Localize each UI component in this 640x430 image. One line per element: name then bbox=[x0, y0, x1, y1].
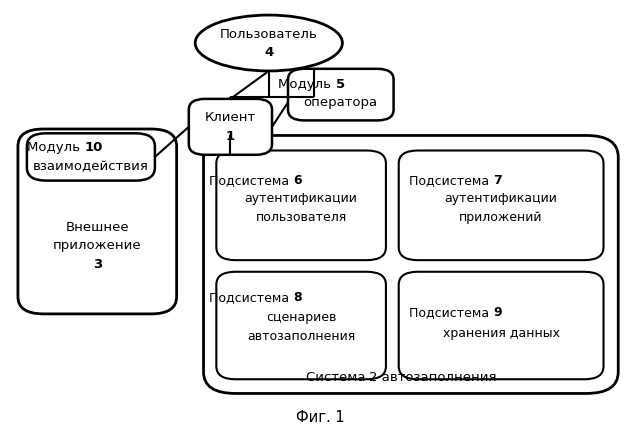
Text: взаимодействия: взаимодействия bbox=[33, 160, 149, 173]
Text: хранения данных: хранения данных bbox=[443, 327, 559, 340]
FancyBboxPatch shape bbox=[288, 69, 394, 120]
Text: 6: 6 bbox=[293, 174, 302, 187]
Text: аутентификации: аутентификации bbox=[244, 192, 358, 206]
FancyBboxPatch shape bbox=[204, 135, 618, 393]
Text: Внешнее: Внешнее bbox=[65, 221, 129, 234]
Text: 7: 7 bbox=[493, 174, 502, 187]
Text: Пользователь: Пользователь bbox=[220, 28, 317, 41]
Text: аутентификации: аутентификации bbox=[445, 192, 557, 206]
Text: 3: 3 bbox=[93, 258, 102, 271]
Text: приложений: приложений bbox=[460, 211, 543, 224]
Text: Подсистема: Подсистема bbox=[209, 174, 293, 187]
Text: сценариев: сценариев bbox=[266, 311, 336, 324]
Text: приложение: приложение bbox=[53, 239, 141, 252]
Text: пользователя: пользователя bbox=[255, 211, 347, 224]
FancyBboxPatch shape bbox=[216, 150, 386, 260]
Text: Модуль: Модуль bbox=[278, 78, 335, 91]
Text: Подсистема: Подсистема bbox=[410, 174, 493, 187]
Text: Система: Система bbox=[305, 371, 369, 384]
Text: автозаполнения: автозаполнения bbox=[247, 330, 355, 343]
Text: 5: 5 bbox=[335, 78, 345, 91]
FancyBboxPatch shape bbox=[399, 150, 604, 260]
FancyBboxPatch shape bbox=[399, 272, 604, 379]
Text: Фиг. 1: Фиг. 1 bbox=[296, 411, 344, 425]
FancyBboxPatch shape bbox=[18, 129, 177, 314]
Text: 9: 9 bbox=[493, 306, 502, 319]
Text: Клиент: Клиент bbox=[205, 111, 256, 124]
FancyBboxPatch shape bbox=[27, 133, 155, 181]
Ellipse shape bbox=[195, 15, 342, 71]
Text: Подсистема: Подсистема bbox=[209, 291, 293, 304]
Text: 2 автозаполнения: 2 автозаполнения bbox=[369, 371, 497, 384]
Text: 8: 8 bbox=[293, 291, 302, 304]
Text: Подсистема: Подсистема bbox=[410, 306, 493, 319]
FancyBboxPatch shape bbox=[216, 272, 386, 379]
Text: Модуль: Модуль bbox=[28, 141, 84, 154]
Text: 10: 10 bbox=[84, 141, 103, 154]
Text: 1: 1 bbox=[226, 130, 235, 143]
Text: оператора: оператора bbox=[304, 96, 378, 109]
FancyBboxPatch shape bbox=[189, 99, 272, 155]
Text: 4: 4 bbox=[264, 46, 273, 59]
